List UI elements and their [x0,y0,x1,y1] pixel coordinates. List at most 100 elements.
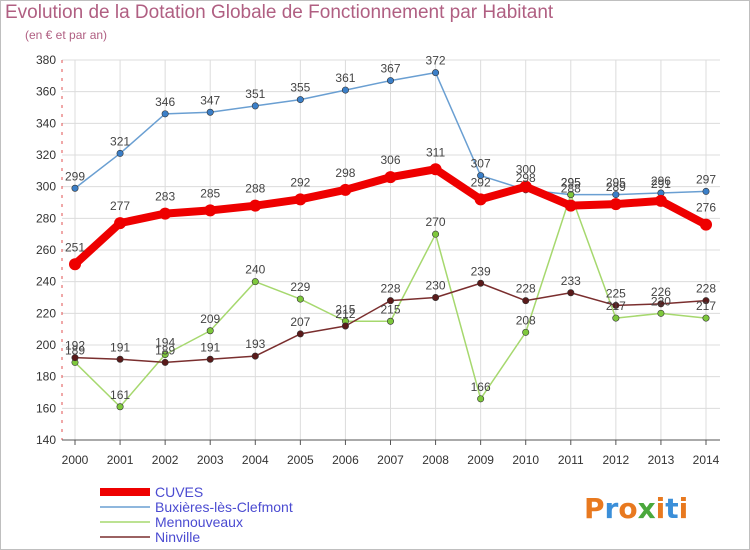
data-label-mennouveaux: 240 [245,263,265,277]
y-tick-label: 280 [36,211,56,225]
data-label-cuves: 283 [155,190,175,204]
data-label-ninville: 239 [471,264,491,278]
data-label-mennouveaux: 166 [471,380,491,394]
data-label-buxi-res-l-s-clefmont: 297 [696,172,716,186]
data-label-mennouveaux: 209 [200,312,220,326]
data-label-ninville: 226 [651,285,671,299]
x-tick-label: 2010 [512,453,539,467]
data-label-mennouveaux: 208 [516,313,536,327]
point-cuves [294,193,307,206]
y-tick-label: 220 [36,306,56,320]
point-ninville [657,300,665,308]
data-label-mennouveaux: 217 [696,299,716,313]
x-tick-label: 2003 [197,453,224,467]
data-label-buxi-res-l-s-clefmont: 372 [426,54,446,68]
data-label-mennouveaux: 194 [155,336,175,350]
point-ninville [522,297,530,305]
point-buxi-res-l-s-clefmont [432,69,440,77]
y-tick-label: 380 [36,53,56,67]
y-tick-label: 160 [36,401,56,415]
point-buxi-res-l-s-clefmont [116,149,124,157]
point-buxi-res-l-s-clefmont [296,96,304,104]
logo-letter: t [665,492,678,525]
point-cuves [700,218,712,231]
x-tick-label: 2000 [62,453,89,467]
point-cuves [654,194,667,207]
point-cuves [114,217,127,230]
point-cuves [204,204,217,217]
y-tick-label: 140 [36,433,56,447]
point-cuves [69,258,81,271]
legend-label: Buxières-lès-Clefmont [155,499,293,515]
data-label-cuves: 288 [561,182,581,196]
data-label-ninville: 189 [155,343,175,357]
y-tick-label: 320 [36,148,56,162]
point-ninville [477,279,485,287]
point-ninville [71,354,79,362]
data-label-buxi-res-l-s-clefmont: 346 [155,95,175,109]
point-buxi-res-l-s-clefmont [477,172,485,180]
point-ninville [206,355,214,363]
proxiti-logo: Proxiti [584,492,688,525]
data-label-buxi-res-l-s-clefmont: 367 [380,62,400,76]
logo-letter: P [584,492,605,525]
point-cuves [429,163,442,176]
data-label-buxi-res-l-s-clefmont: 298 [516,171,536,185]
point-ninville [161,358,169,366]
chart-title: Evolution de la Dotation Globale de Fonc… [5,2,554,23]
data-label-cuves: 277 [110,199,130,213]
data-label-mennouveaux: 215 [380,302,400,316]
tick-labels: 140 160 180 200 220 240 260 280 300 320 340 360 380 2… [36,53,720,467]
x-tick-label: 2008 [422,453,449,467]
logo-letter: i [656,492,666,525]
data-label-cuves: 292 [290,175,310,189]
point-buxi-res-l-s-clefmont [71,184,79,192]
x-tick-label: 2012 [603,453,630,467]
x-tick-label: 2002 [152,453,179,467]
point-mennouveaux [657,309,665,317]
axes [61,60,720,445]
point-mennouveaux [477,395,485,403]
data-label-cuves: 285 [200,186,220,200]
logo-letter: r [605,492,619,525]
point-mennouveaux [296,295,304,303]
grid-lines [62,59,720,441]
data-label-cuves: 291 [651,177,671,191]
x-tick-label: 2009 [467,453,494,467]
data-label-cuves: 251 [65,240,85,254]
point-cuves [609,198,622,211]
point-mennouveaux [161,350,169,358]
data-label-buxi-res-l-s-clefmont: 351 [245,87,265,101]
data-label-mennouveaux: 161 [110,388,130,402]
legend-label: Ninville [155,529,200,545]
data-label-buxi-res-l-s-clefmont: 295 [606,176,626,190]
point-buxi-res-l-s-clefmont [161,110,169,118]
point-cuves [339,183,352,196]
point-mennouveaux [522,328,530,336]
data-label-ninville: 212 [335,307,355,321]
x-tick-label: 2007 [377,453,404,467]
y-tick-label: 200 [36,338,56,352]
legend-label: CUVES [155,484,203,500]
y-tick-label: 300 [36,180,56,194]
point-mennouveaux [386,317,394,325]
point-ninville [296,330,304,338]
data-label-ninville: 233 [561,274,581,288]
point-cuves [519,180,532,193]
point-cuves [564,199,577,212]
data-label-cuves: 292 [471,175,491,189]
point-cuves [249,199,262,212]
data-label-cuves: 288 [245,182,265,196]
x-tick-label: 2001 [107,453,134,467]
x-tick-label: 2013 [648,453,675,467]
point-mennouveaux [116,403,124,411]
data-label-buxi-res-l-s-clefmont: 307 [471,157,491,171]
point-buxi-res-l-s-clefmont [251,102,259,110]
data-label-mennouveaux: 295 [561,176,581,190]
data-label-buxi-res-l-s-clefmont: 355 [290,81,310,95]
data-label-buxi-res-l-s-clefmont: 296 [651,174,671,188]
data-label-cuves: 298 [335,166,355,180]
point-mennouveaux [702,314,710,322]
